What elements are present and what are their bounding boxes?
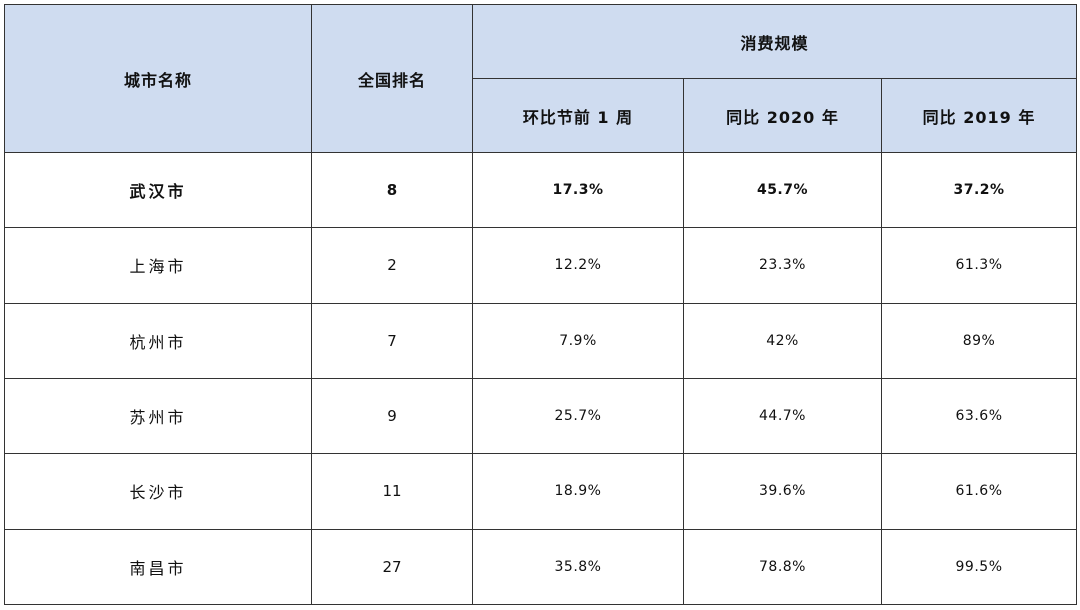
cell-city: 苏州市 (4, 377, 312, 455)
header-yoy-2020: 同比 2020 年 (683, 78, 882, 153)
cell-rank: 2 (311, 227, 473, 304)
cell-yoy-2020: 44.7% (683, 377, 882, 455)
table-row: 武汉市 8 17.3% 45.7% 37.2% (4, 151, 1078, 229)
header-city: 城市名称 (4, 4, 312, 153)
cell-yoy-2020: 45.7% (683, 151, 882, 229)
cell-yoy-2020: 39.6% (683, 453, 882, 530)
cell-city: 上海市 (4, 227, 312, 304)
cell-week-over-week: 25.7% (472, 377, 684, 455)
table-body: 武汉市 8 17.3% 45.7% 37.2% 上海市 2 12.2% 23.3… (4, 151, 1078, 606)
cell-yoy-2019: 99.5% (880, 528, 1078, 606)
table-row: 南昌市 27 35.8% 78.8% 99.5% (4, 528, 1078, 606)
cell-city: 武汉市 (4, 151, 312, 229)
cell-rank: 27 (311, 528, 473, 606)
cell-rank: 7 (311, 302, 473, 379)
cell-city: 长沙市 (4, 453, 312, 530)
header-rank: 全国排名 (311, 4, 473, 153)
consumption-table: 城市名称 全国排名 消费规模 环比节前 1 周 同比 2020 年 同比 201… (4, 4, 1078, 606)
table-header: 城市名称 全国排名 消费规模 环比节前 1 周 同比 2020 年 同比 201… (4, 4, 1078, 153)
cell-yoy-2019: 63.6% (880, 377, 1078, 455)
table-row: 杭州市 7 7.9% 42% 89% (4, 302, 1078, 379)
cell-yoy-2020: 78.8% (683, 528, 882, 606)
cell-yoy-2019: 89% (880, 302, 1078, 379)
header-yoy-2019: 同比 2019 年 (880, 78, 1078, 153)
cell-yoy-2020: 42% (683, 302, 882, 379)
cell-week-over-week: 18.9% (472, 453, 684, 530)
cell-yoy-2019: 37.2% (880, 151, 1078, 229)
header-consumption-scale: 消费规模 (471, 4, 1078, 79)
table-row: 长沙市 11 18.9% 39.6% 61.6% (4, 453, 1078, 530)
header-week-over-week: 环比节前 1 周 (472, 78, 684, 153)
cell-yoy-2020: 23.3% (683, 227, 882, 304)
cell-week-over-week: 17.3% (472, 151, 684, 229)
cell-week-over-week: 7.9% (472, 302, 684, 379)
table-row: 苏州市 9 25.7% 44.7% 63.6% (4, 377, 1078, 455)
cell-rank: 9 (311, 377, 473, 455)
cell-city: 南昌市 (4, 528, 312, 606)
cell-city: 杭州市 (4, 302, 312, 379)
cell-rank: 11 (311, 453, 473, 530)
cell-week-over-week: 12.2% (472, 227, 684, 304)
cell-yoy-2019: 61.6% (880, 453, 1078, 530)
cell-yoy-2019: 61.3% (880, 227, 1078, 304)
cell-week-over-week: 35.8% (472, 528, 684, 606)
table-row: 上海市 2 12.2% 23.3% 61.3% (4, 227, 1078, 304)
cell-rank: 8 (311, 151, 473, 229)
